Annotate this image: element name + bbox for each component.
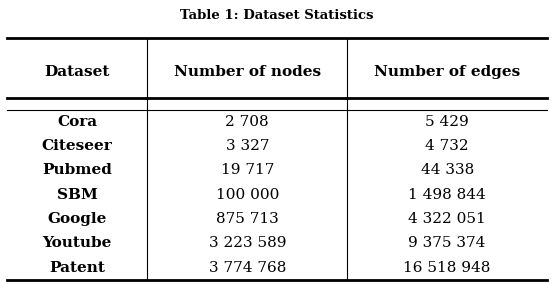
Text: 100 000: 100 000 [216,188,279,202]
Text: 9 375 374: 9 375 374 [408,236,486,250]
Text: Youtube: Youtube [43,236,112,250]
Text: 19 717: 19 717 [220,163,274,178]
Text: Pubmed: Pubmed [42,163,112,178]
Text: 2 708: 2 708 [225,115,269,129]
Text: 875 713: 875 713 [216,212,279,226]
Text: 3 327: 3 327 [225,139,269,153]
Text: 1 498 844: 1 498 844 [408,188,486,202]
Text: Table 1: Dataset Statistics: Table 1: Dataset Statistics [180,9,374,22]
Text: Patent: Patent [49,261,105,275]
Text: 4 732: 4 732 [425,139,469,153]
Text: Number of nodes: Number of nodes [174,65,321,79]
Text: Number of edges: Number of edges [374,65,520,79]
Text: Citeseer: Citeseer [42,139,112,153]
Text: Cora: Cora [57,115,97,129]
Text: Dataset: Dataset [44,65,110,79]
Text: 3 223 589: 3 223 589 [208,236,286,250]
Text: 16 518 948: 16 518 948 [403,261,491,275]
Text: Google: Google [48,212,107,226]
Text: 3 774 768: 3 774 768 [209,261,286,275]
Text: SBM: SBM [57,188,98,202]
Text: 4 322 051: 4 322 051 [408,212,486,226]
Text: 5 429: 5 429 [425,115,469,129]
Text: 44 338: 44 338 [420,163,474,178]
